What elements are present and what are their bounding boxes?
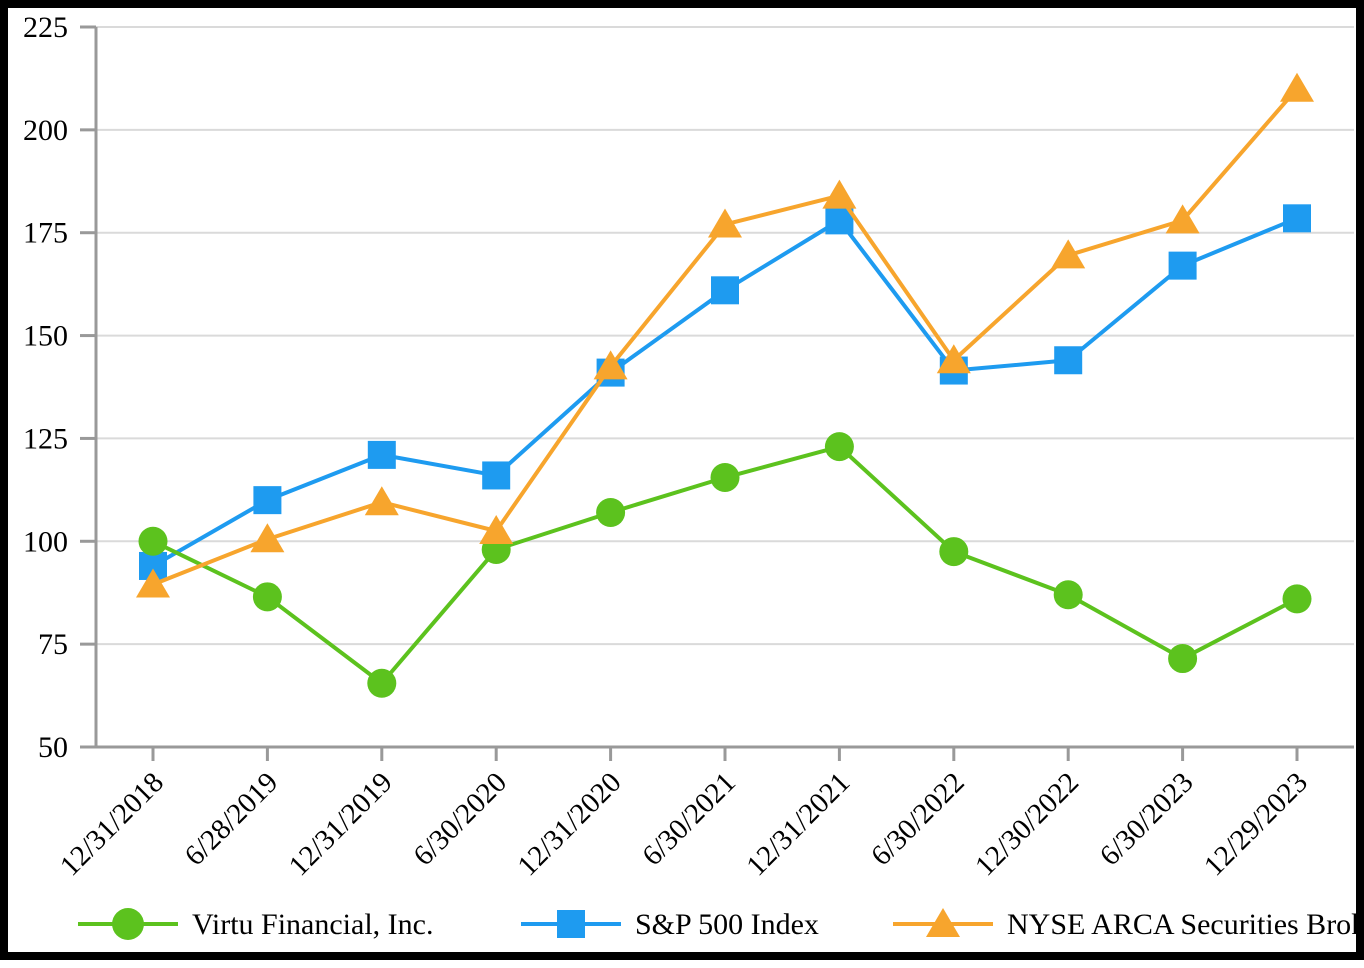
legend-swatch-virtu-financial-inc [112, 908, 144, 940]
data-point-s-p-500-index-9 [1168, 251, 1197, 280]
legend-swatch-s-p-500-index [557, 910, 585, 938]
data-point-nyse-arca-securities-broker-dealer-index-3 [479, 515, 514, 544]
y-tick-label-75: 75 [38, 628, 68, 661]
data-point-nyse-arca-securities-broker-dealer-index-6 [822, 179, 857, 209]
legend-item-virtu-financial-inc: Virtu Financial, Inc. [78, 908, 433, 941]
data-point-s-p-500-index-3 [482, 461, 511, 490]
data-point-virtu-financial-inc-7 [939, 537, 969, 567]
x-tick-label-12-30-2022: 12/30/2022 [969, 766, 1085, 882]
series-line-nyse-arca-securities-broker-dealer-index [151, 86, 1299, 587]
y-tick-label-200: 200 [23, 114, 68, 147]
series-line-s-p-500-index [151, 216, 1299, 568]
x-tick-label-12-31-2019: 12/31/2019 [283, 766, 399, 882]
data-point-nyse-arca-securities-broker-dealer-index-0 [136, 568, 170, 598]
x-tick-label-6-30-2020: 6/30/2020 [407, 766, 513, 872]
y-tick-label-225: 225 [23, 11, 68, 44]
data-point-nyse-arca-securities-broker-dealer-index-8 [1051, 239, 1086, 269]
data-point-s-p-500-index-10 [1283, 204, 1311, 233]
data-point-s-p-500-index-8 [1054, 346, 1083, 375]
data-point-nyse-arca-securities-broker-dealer-index-5 [708, 208, 742, 238]
x-tick-label-12-31-2020: 12/31/2020 [511, 766, 627, 882]
total-return-performance-chart: 50 75 100 125 150 175 200 225 12/31/2018 6/28/201… [23, 11, 1364, 941]
data-point-virtu-financial-inc-5 [710, 463, 740, 493]
data-point-nyse-arca-securities-broker-dealer-index-7 [936, 344, 971, 374]
data-point-nyse-arca-securities-broker-dealer-index-1 [250, 523, 285, 553]
legend-label-nyse-arca-securities-broker-dealer-index: NYSE ARCA Securities Broker/Dealer Index [1007, 908, 1364, 941]
data-point-virtu-financial-inc-10 [1282, 584, 1312, 614]
x-tick-label-6-30-2023: 6/30/2023 [1094, 766, 1200, 872]
data-point-nyse-arca-securities-broker-dealer-index-4 [593, 350, 628, 380]
x-tick-label-6-30-2021: 6/30/2021 [636, 766, 742, 872]
data-point-virtu-financial-inc-6 [824, 432, 854, 462]
data-point-s-p-500-index-1 [253, 486, 282, 515]
x-tick-label-12-29-2023: 12/29/2023 [1198, 766, 1314, 882]
y-tick-label-175: 175 [23, 217, 68, 250]
legend-label-s-p-500-index: S&P 500 Index [635, 908, 819, 941]
x-tick-label-6-28-2019: 6/28/2019 [179, 766, 285, 872]
series-virtu-financial-inc [138, 432, 1312, 698]
data-point-virtu-financial-inc-0 [138, 526, 168, 556]
x-tick-label-12-31-2018: 12/31/2018 [54, 766, 170, 882]
y-tick-label-50: 50 [38, 731, 68, 764]
legend-swatch-nyse-arca-securities-broker-dealer-index [926, 908, 960, 937]
data-point-virtu-financial-inc-8 [1053, 580, 1083, 610]
y-tick-label-100: 100 [23, 525, 68, 558]
x-tick-label-12-31-2021: 12/31/2021 [740, 766, 856, 882]
data-point-nyse-arca-securities-broker-dealer-index-9 [1165, 204, 1200, 234]
series-nyse-arca-securities-broker-dealer-index [136, 72, 1314, 598]
data-point-s-p-500-index-5 [711, 276, 739, 305]
data-point-s-p-500-index-2 [367, 440, 396, 469]
data-point-virtu-financial-inc-2 [367, 668, 397, 698]
y-tick-label-150: 150 [23, 320, 68, 353]
x-tick-label-6-30-2022: 6/30/2022 [865, 766, 971, 872]
y-tick-label-125: 125 [23, 422, 68, 455]
legend-label-virtu-financial-inc: Virtu Financial, Inc. [192, 908, 433, 941]
data-point-virtu-financial-inc-4 [596, 497, 626, 527]
legend-item-nyse-arca-securities-broker-dealer-index: NYSE ARCA Securities Broker/Dealer Index [893, 908, 1364, 941]
data-point-virtu-financial-inc-9 [1168, 644, 1198, 674]
data-point-nyse-arca-securities-broker-dealer-index-2 [364, 486, 399, 516]
data-point-virtu-financial-inc-1 [252, 582, 282, 612]
legend-item-s-p-500-index: S&P 500 Index [521, 908, 819, 941]
data-point-nyse-arca-securities-broker-dealer-index-10 [1280, 72, 1314, 102]
